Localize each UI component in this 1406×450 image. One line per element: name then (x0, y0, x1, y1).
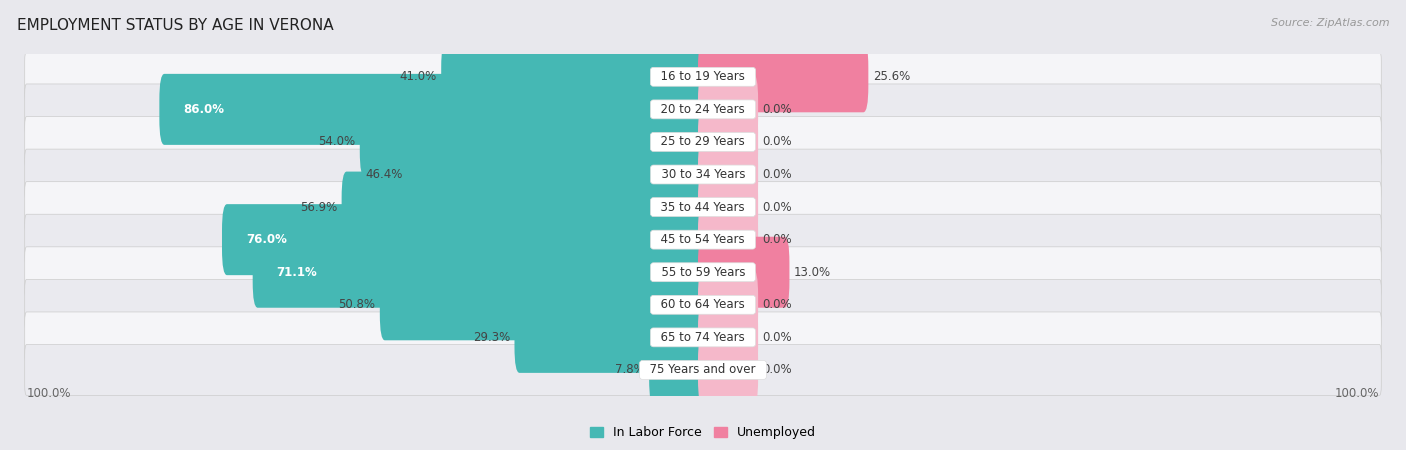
FancyBboxPatch shape (441, 41, 709, 112)
Text: 16 to 19 Years: 16 to 19 Years (654, 70, 752, 83)
Text: 75 Years and over: 75 Years and over (643, 364, 763, 377)
Text: 100.0%: 100.0% (27, 387, 72, 400)
FancyBboxPatch shape (697, 334, 758, 405)
Text: 0.0%: 0.0% (762, 364, 792, 377)
Text: 0.0%: 0.0% (762, 331, 792, 344)
Text: 0.0%: 0.0% (762, 135, 792, 148)
FancyBboxPatch shape (408, 139, 709, 210)
FancyBboxPatch shape (25, 279, 1381, 330)
Text: 29.3%: 29.3% (472, 331, 510, 344)
Text: 100.0%: 100.0% (1334, 387, 1379, 400)
FancyBboxPatch shape (342, 171, 709, 243)
FancyBboxPatch shape (159, 74, 709, 145)
Text: 25 to 29 Years: 25 to 29 Years (654, 135, 752, 148)
Text: 0.0%: 0.0% (762, 103, 792, 116)
Text: 0.0%: 0.0% (762, 168, 792, 181)
Text: 0.0%: 0.0% (762, 298, 792, 311)
FancyBboxPatch shape (253, 237, 709, 308)
Legend: In Labor Force, Unemployed: In Labor Force, Unemployed (585, 422, 821, 445)
FancyBboxPatch shape (650, 334, 709, 405)
Text: 0.0%: 0.0% (762, 233, 792, 246)
Text: 46.4%: 46.4% (366, 168, 404, 181)
FancyBboxPatch shape (697, 237, 789, 308)
FancyBboxPatch shape (25, 84, 1381, 135)
FancyBboxPatch shape (222, 204, 709, 275)
Text: 41.0%: 41.0% (399, 70, 437, 83)
FancyBboxPatch shape (515, 302, 709, 373)
FancyBboxPatch shape (697, 74, 758, 145)
FancyBboxPatch shape (697, 302, 758, 373)
FancyBboxPatch shape (697, 41, 869, 112)
Text: 30 to 34 Years: 30 to 34 Years (654, 168, 752, 181)
FancyBboxPatch shape (25, 182, 1381, 233)
FancyBboxPatch shape (25, 51, 1381, 102)
Text: 0.0%: 0.0% (762, 201, 792, 214)
Text: 20 to 24 Years: 20 to 24 Years (654, 103, 752, 116)
Text: 7.8%: 7.8% (614, 364, 645, 377)
Text: 50.8%: 50.8% (339, 298, 375, 311)
FancyBboxPatch shape (25, 117, 1381, 167)
Text: 54.0%: 54.0% (318, 135, 356, 148)
FancyBboxPatch shape (697, 269, 758, 340)
Text: 86.0%: 86.0% (183, 103, 224, 116)
FancyBboxPatch shape (697, 107, 758, 177)
FancyBboxPatch shape (25, 312, 1381, 363)
FancyBboxPatch shape (697, 204, 758, 275)
Text: 65 to 74 Years: 65 to 74 Years (654, 331, 752, 344)
FancyBboxPatch shape (360, 107, 709, 177)
Text: Source: ZipAtlas.com: Source: ZipAtlas.com (1271, 18, 1389, 28)
FancyBboxPatch shape (697, 171, 758, 243)
FancyBboxPatch shape (25, 149, 1381, 200)
Text: 60 to 64 Years: 60 to 64 Years (654, 298, 752, 311)
FancyBboxPatch shape (697, 139, 758, 210)
FancyBboxPatch shape (25, 247, 1381, 297)
FancyBboxPatch shape (380, 269, 709, 340)
FancyBboxPatch shape (25, 345, 1381, 396)
FancyBboxPatch shape (25, 214, 1381, 265)
Text: EMPLOYMENT STATUS BY AGE IN VERONA: EMPLOYMENT STATUS BY AGE IN VERONA (17, 18, 333, 33)
Text: 56.9%: 56.9% (299, 201, 337, 214)
Text: 71.1%: 71.1% (277, 266, 318, 279)
Text: 13.0%: 13.0% (794, 266, 831, 279)
Text: 55 to 59 Years: 55 to 59 Years (654, 266, 752, 279)
Text: 25.6%: 25.6% (873, 70, 910, 83)
Text: 76.0%: 76.0% (246, 233, 287, 246)
Text: 45 to 54 Years: 45 to 54 Years (654, 233, 752, 246)
Text: 35 to 44 Years: 35 to 44 Years (654, 201, 752, 214)
